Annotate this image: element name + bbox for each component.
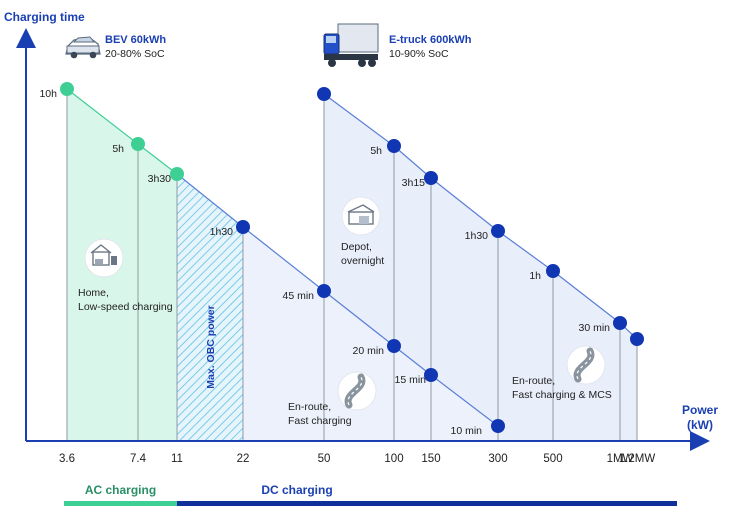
annotation-text: Fast charging (288, 415, 352, 427)
y-axis-title: Charging time (4, 10, 85, 24)
bev-point-label: 20 min (352, 345, 384, 357)
bev-point-label: 10 min (450, 425, 482, 437)
bev-point-label: 3h30 (148, 173, 172, 185)
bev-title: BEV 60kWh (105, 34, 166, 46)
max-obc-power-label: Max. OBC power (205, 305, 217, 388)
road-icon (337, 371, 377, 411)
drop-lines (66, 89, 638, 441)
truck-icon (323, 23, 379, 67)
bev-subtitle: 20-80% SoC (105, 48, 165, 60)
etruck-point (491, 224, 505, 238)
bev-point-label: 45 min (282, 290, 314, 302)
band-label: AC charging (85, 483, 156, 497)
annotation-text: Depot, (341, 241, 372, 253)
bev-point (170, 167, 184, 181)
band-bar (64, 501, 177, 506)
bev-point-label: 1h30 (210, 226, 234, 238)
x-axis-title-line: Power (682, 403, 718, 417)
point-labels: 10h 5h 3h30 1h30 45 min 20 min 15 min 10 min 5h 3… (39, 88, 610, 437)
annotation-text: overnight (341, 255, 384, 267)
etruck-point (387, 139, 401, 153)
x-tick-label: 7.4 (130, 453, 147, 465)
etruck-point (546, 264, 560, 278)
x-axis-title-line: (kW) (687, 418, 713, 432)
x-axis-title: Power (kW) (682, 403, 718, 432)
etruck-point-label: 30 min (578, 322, 610, 334)
annotation-text: En-route, (512, 375, 555, 387)
annotation-text: Fast charging & MCS (512, 389, 612, 401)
x-tick-label: 150 (421, 453, 440, 465)
etruck-point-label: 1h (529, 270, 541, 282)
bev-header: BEV 60kWh 20-80% SoC (65, 34, 166, 60)
bev-point (60, 82, 74, 96)
bev-point (424, 368, 438, 382)
etruck-point-label: 1h30 (465, 230, 489, 242)
bev-point (387, 339, 401, 353)
bev-point-label: 15 min (394, 374, 426, 386)
bev-point (131, 137, 145, 151)
etruck-point (613, 316, 627, 330)
x-tick-label: 300 (488, 453, 507, 465)
annotation-text: Home, (78, 287, 109, 299)
depot-icon (341, 196, 381, 236)
x-tick-label: 3.6 (59, 453, 75, 465)
etruck-point (630, 332, 644, 346)
x-tick-label: 100 (384, 453, 403, 465)
bev-point (491, 419, 505, 433)
charging-bands: AC charging DC charging (64, 483, 677, 506)
etruck-point (424, 171, 438, 185)
etruck-point-label: 5h (370, 145, 382, 157)
bev-line-dc (176, 173, 499, 427)
bev-point (317, 284, 331, 298)
band-bar (177, 501, 677, 506)
bev-dc-area (177, 174, 498, 441)
annotation-text: Low-speed charging (78, 301, 173, 313)
etruck-header: E-truck 600kWh 10-90% SoC (323, 23, 472, 67)
bev-point-label: 5h (112, 143, 124, 155)
annotation-text: En-route, (288, 401, 331, 413)
car-icon (65, 36, 101, 59)
x-tick-label: 1.2MW (619, 453, 656, 465)
obc-hatch-area (177, 174, 243, 441)
x-tick-label: 500 (543, 453, 562, 465)
x-tick-label: 11 (171, 453, 183, 465)
band-label: DC charging (261, 483, 332, 497)
etruck-point (317, 87, 331, 101)
etruck-point-label: 3h15 (402, 177, 426, 189)
etruck-title: E-truck 600kWh (389, 34, 472, 46)
bev-point (236, 220, 250, 234)
x-tick-label: 1MW (607, 453, 634, 465)
etruck-subtitle: 10-90% SoC (389, 48, 449, 60)
x-tick-label: 22 (237, 453, 250, 465)
bev-point-label: 10h (39, 88, 57, 100)
annotations: Home, Low-speed charging Depot, overnight En… (78, 196, 612, 427)
shaded-areas (67, 89, 637, 441)
data-points (60, 82, 644, 433)
home-charger-icon (84, 238, 124, 278)
x-tick-label: 50 (318, 453, 331, 465)
road-icon (566, 345, 606, 385)
